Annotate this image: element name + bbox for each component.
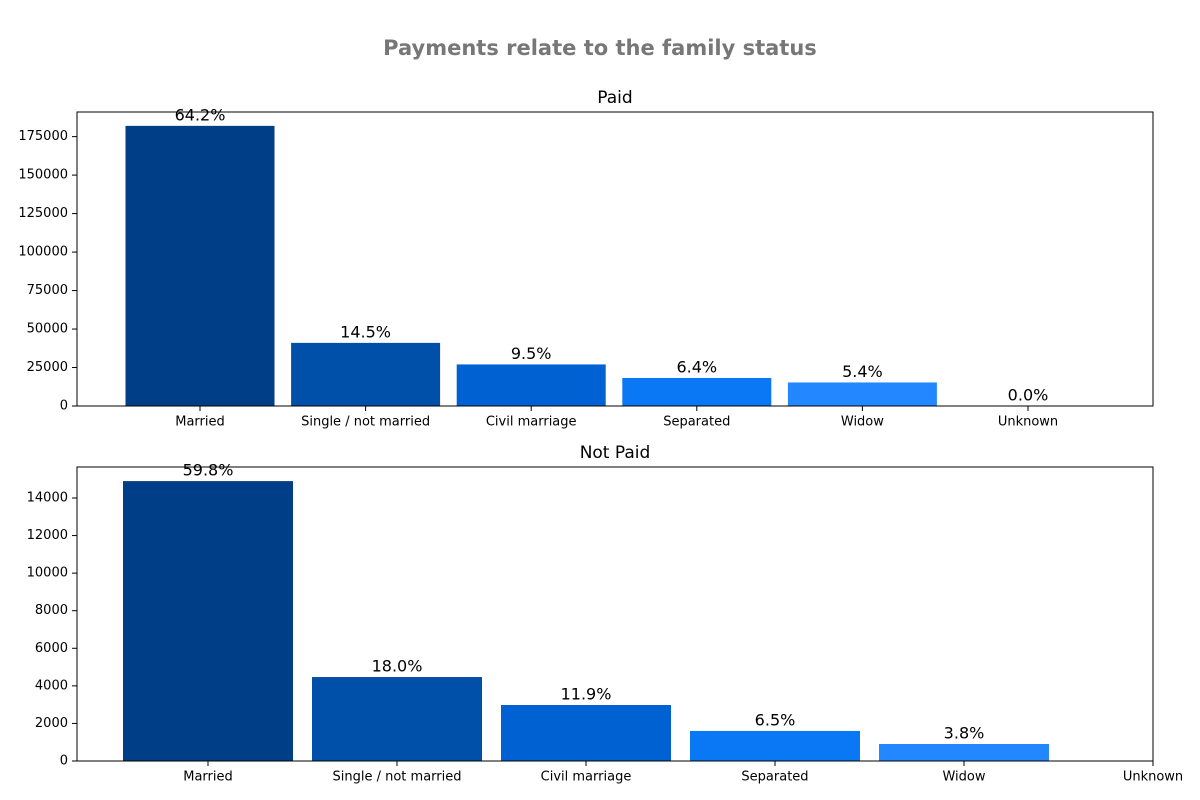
y-tick-label: 14000 — [27, 490, 68, 505]
y-tick-label: 2000 — [35, 716, 68, 731]
y-tick-label: 6000 — [35, 641, 68, 656]
figure-title: Payments relate to the family status — [383, 36, 817, 60]
bar — [123, 481, 293, 761]
bar — [125, 125, 275, 407]
bar — [456, 364, 606, 406]
x-tick-label: Civil marriage — [486, 415, 577, 430]
bar — [312, 677, 482, 761]
axes-frame — [76, 111, 1154, 407]
bar — [787, 382, 937, 406]
x-tick-label: Single / not married — [301, 415, 430, 430]
x-tick-label: Single / not married — [333, 770, 462, 785]
x-tick-label: Widow — [942, 770, 985, 785]
value-label: 6.4% — [676, 357, 717, 376]
y-tick-label: 100000 — [18, 245, 68, 260]
y-tick-label: 12000 — [27, 528, 68, 543]
x-tick-label: Married — [183, 770, 233, 785]
value-label: 18.0% — [372, 657, 423, 676]
value-label: 0.0% — [1008, 385, 1049, 404]
axes-frame — [76, 466, 1154, 762]
x-tick-label: Widow — [841, 415, 884, 430]
y-tick-label: 150000 — [18, 168, 68, 183]
x-tick-label: Separated — [663, 415, 730, 430]
value-label: 59.8% — [183, 461, 234, 480]
y-tick-label: 10000 — [27, 566, 68, 581]
y-tick-label: 25000 — [27, 360, 68, 375]
y-tick-label: 8000 — [35, 603, 68, 618]
y-tick-label: 0 — [60, 754, 68, 769]
value-label: 6.5% — [755, 710, 796, 729]
subplot-title: Paid — [597, 88, 632, 108]
value-label: 3.8% — [944, 723, 985, 742]
x-tick-label: Unknown — [998, 415, 1058, 430]
y-tick-label: 4000 — [35, 678, 68, 693]
bar — [622, 377, 772, 406]
y-tick-label: 50000 — [27, 322, 68, 337]
value-label: 64.2% — [175, 105, 226, 124]
value-label: 14.5% — [340, 322, 391, 341]
value-label: 11.9% — [561, 685, 612, 704]
bar — [879, 743, 1049, 761]
bar — [501, 705, 671, 761]
x-tick-label: Civil marriage — [541, 770, 632, 785]
x-tick-label: Married — [175, 415, 225, 430]
value-label: 5.4% — [842, 362, 883, 381]
y-tick-label: 175000 — [18, 129, 68, 144]
bar — [690, 730, 860, 761]
bar — [291, 342, 441, 406]
y-tick-label: 0 — [60, 399, 68, 414]
x-tick-label: Separated — [741, 770, 808, 785]
y-tick-label: 75000 — [27, 283, 68, 298]
subplot-title: Not Paid — [580, 443, 651, 463]
y-tick-label: 125000 — [18, 206, 68, 221]
x-tick-label: Unknown — [1123, 770, 1183, 785]
value-label: 9.5% — [511, 344, 552, 363]
